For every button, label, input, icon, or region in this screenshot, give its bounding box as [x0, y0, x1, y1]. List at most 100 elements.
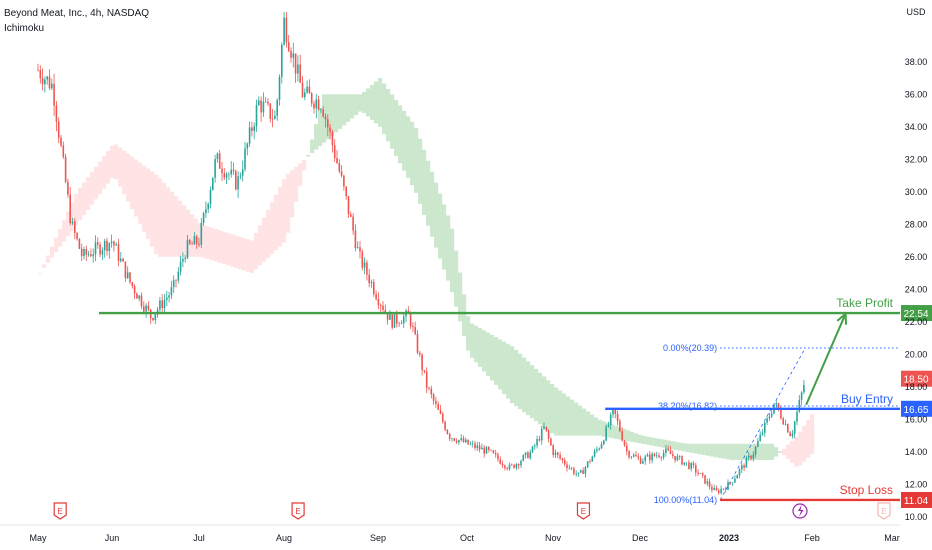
y-tick-label: 28.00 [905, 219, 928, 229]
cloud-segment [406, 116, 411, 178]
cloud-segment [662, 439, 667, 448]
cloud-segment [554, 387, 559, 436]
y-axis: USD 10.00 12.00 14.00 16.00 18.00 20.00 22.00 24… [905, 7, 928, 522]
cloud-segment [270, 202, 275, 254]
candle-body [596, 449, 598, 451]
y-tick-label: 22.00 [905, 317, 928, 327]
cloud-segment [274, 194, 279, 251]
cloud-segment [362, 91, 367, 113]
cloud-segment [234, 235, 239, 268]
candle-body [727, 482, 729, 490]
candle-body [718, 490, 720, 493]
candle-body [255, 105, 258, 127]
cloud-segment [670, 441, 675, 450]
candle-body [669, 450, 672, 455]
candle-body [708, 481, 711, 487]
candle-body [713, 488, 715, 491]
candle-body [99, 244, 101, 255]
cloud-segment [118, 147, 123, 187]
cloud-segment [570, 399, 575, 436]
candle-body [182, 259, 184, 262]
cloud-segment [546, 380, 551, 431]
cloud-segment [370, 84, 375, 120]
candle-body [731, 482, 734, 484]
cloud-segment [694, 443, 699, 454]
current-price-text: 18.50 [903, 375, 928, 386]
candle-body [435, 400, 437, 404]
candle-body [299, 64, 301, 83]
cloud-segment [302, 159, 307, 171]
candle-body [586, 461, 589, 468]
candle-body [62, 145, 65, 157]
cloud-segment [402, 110, 407, 171]
candle-body [766, 418, 768, 423]
cloud-segment [690, 443, 695, 453]
candle-body [363, 262, 366, 268]
candle-body [628, 451, 630, 458]
candle-body [747, 455, 750, 458]
candle-body [524, 452, 527, 456]
cloud-segment [70, 202, 75, 231]
cloud-segment [438, 193, 443, 259]
cloud-segment [222, 231, 227, 265]
candle-body [573, 468, 575, 474]
cloud-segment [358, 94, 363, 112]
candle-body [57, 121, 60, 138]
candle-body [683, 462, 686, 465]
cloud-segment [422, 149, 427, 215]
candle-body [685, 462, 688, 464]
level-price-tag [901, 400, 932, 417]
chart-title: Beyond Meat, Inc., 4h, NASDAQ [4, 8, 150, 19]
candle-body [278, 76, 281, 100]
candle-body [168, 295, 170, 298]
x-tick-label: Mar [884, 533, 900, 543]
cloud-segment [338, 94, 343, 129]
cloud-segment [558, 390, 563, 436]
candle-body [690, 463, 692, 469]
candle-body [103, 240, 106, 251]
cloud-segment [594, 417, 599, 436]
cloud-segment [626, 430, 631, 442]
candle-body [616, 413, 619, 422]
candle-body [207, 203, 209, 209]
cloud-segment [810, 414, 815, 454]
candle-body [439, 409, 442, 414]
candle-body [681, 456, 683, 465]
cloud-segment [130, 156, 135, 210]
candle-body [322, 109, 324, 117]
candle-body [251, 127, 253, 131]
y-tick-label: 12.00 [905, 479, 928, 489]
cloud-segment [774, 447, 779, 457]
candle-body [301, 82, 304, 98]
candle-body [580, 470, 582, 473]
candle-body [458, 439, 460, 443]
candle-body [239, 175, 242, 177]
candle-body [106, 240, 108, 252]
candle-body [53, 83, 55, 106]
cloud-segment [646, 436, 651, 445]
x-tick-label: Jun [105, 533, 120, 543]
candle-body [646, 454, 649, 457]
candle-body [315, 99, 318, 109]
candle-body [117, 244, 120, 262]
cloud-segment [74, 193, 79, 226]
indicator-label: Ichimoku [4, 23, 45, 34]
chart-header: Beyond Meat, Inc., 4h, NASDAQ Ichimoku [4, 6, 149, 36]
candle-body [124, 261, 127, 278]
candle-body [126, 272, 129, 278]
candle-body [347, 196, 350, 215]
candle-body [71, 221, 74, 224]
candle-body [225, 174, 228, 178]
candle-body [292, 53, 295, 58]
candle-body [55, 105, 58, 122]
candle-body [253, 126, 255, 131]
cloud-segment [682, 443, 687, 452]
fib-level-label: 0.00%(20.39) [663, 343, 717, 353]
cloud-segment [614, 425, 619, 439]
cloud-segment [202, 225, 207, 258]
candle-body [39, 70, 42, 79]
candle-body [513, 464, 515, 468]
cloud-segment [726, 443, 731, 460]
cloud-segment [454, 250, 459, 307]
